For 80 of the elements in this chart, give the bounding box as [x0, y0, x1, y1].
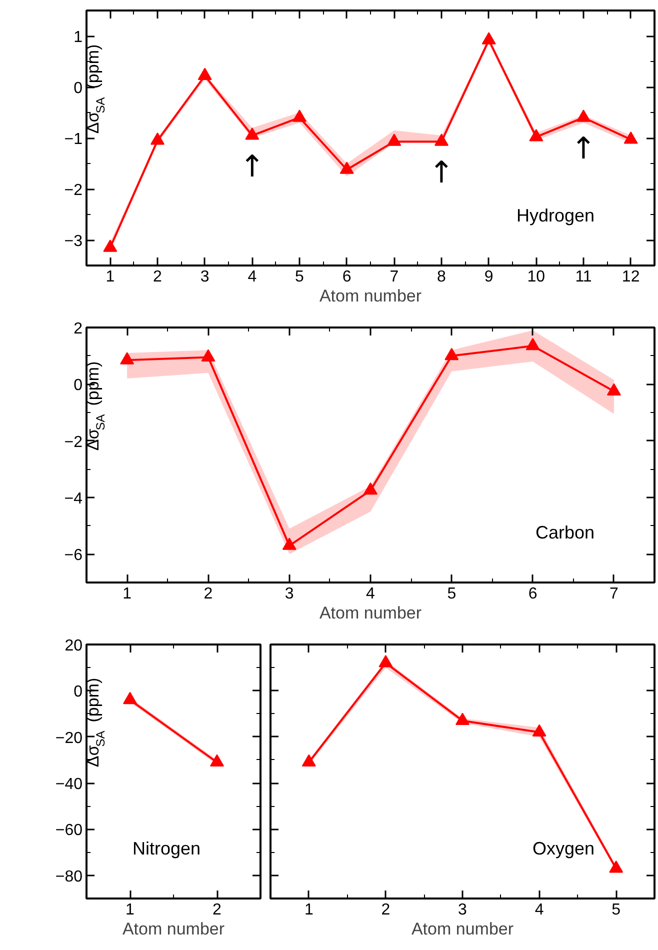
- x-tick-label: 1: [304, 902, 314, 918]
- x-axis-title: Atom number: [319, 286, 422, 306]
- y-tick-label: 20: [64, 638, 83, 654]
- point: [532, 724, 546, 736]
- x-tick-label: 10: [527, 268, 546, 286]
- x-tick-label: 1: [106, 268, 115, 286]
- y-axis-title: ΔσSA (ppm): [84, 44, 108, 134]
- y-tick-label: −3: [64, 233, 83, 250]
- x-tick-label: 7: [390, 268, 399, 286]
- x-tick-label: 4: [534, 902, 544, 918]
- x-tick-label: 12: [622, 268, 640, 286]
- x-tick-label: 6: [342, 268, 352, 286]
- point: [444, 348, 459, 360]
- point: [282, 538, 296, 550]
- x-tick-label: 4: [248, 268, 257, 286]
- y-tick-label: −2: [64, 182, 83, 199]
- y-axis-title: ΔσSA (ppm): [84, 361, 108, 451]
- y-tick-label: −20: [55, 730, 83, 747]
- x-tick-label: 3: [284, 586, 294, 602]
- point: [576, 110, 590, 122]
- point: [529, 128, 544, 142]
- point: [387, 134, 402, 146]
- x-axis-title: Atom number: [411, 920, 514, 938]
- point: [292, 110, 306, 122]
- point: [482, 32, 496, 44]
- x-tick-label: 5: [612, 902, 621, 918]
- x-tick-label: 3: [200, 268, 210, 286]
- annotation: Hydrogen: [516, 206, 594, 226]
- point: [526, 338, 540, 350]
- x-tick-label: 6: [528, 586, 538, 602]
- annotation: ↑: [428, 156, 454, 191]
- x-tick-label: 8: [437, 268, 446, 286]
- point: [198, 68, 212, 80]
- x-tick-label: 3: [458, 902, 468, 918]
- annotation: ↑: [570, 132, 596, 167]
- x-tick-label: 11: [575, 268, 592, 286]
- point: [378, 654, 393, 668]
- x-tick-label: 1: [126, 902, 135, 918]
- x-tick-label: 2: [204, 586, 213, 602]
- x-tick-label: 2: [212, 902, 222, 918]
- point: [150, 132, 164, 145]
- y-tick-label: −40: [55, 776, 83, 794]
- x-axis-title: Atom number: [122, 920, 225, 938]
- y-tick-label: −6: [64, 547, 83, 564]
- annotation: Carbon: [535, 522, 595, 542]
- y-tick-label: 0: [74, 684, 83, 701]
- point: [302, 754, 316, 767]
- x-tick-label: 5: [447, 586, 456, 602]
- point: [340, 162, 354, 174]
- point: [103, 240, 118, 252]
- point: [606, 383, 621, 396]
- point: [434, 134, 448, 146]
- point: [364, 482, 378, 495]
- x-tick-label: 2: [381, 902, 390, 918]
- point: [201, 349, 216, 362]
- x-tick-label: 5: [295, 268, 304, 286]
- y-tick-label: 0: [74, 80, 83, 97]
- x-tick-label: 2: [153, 268, 162, 286]
- point: [609, 860, 624, 873]
- y-tick-label: 2: [74, 320, 83, 338]
- point: [456, 712, 470, 725]
- x-tick-label: 1: [122, 586, 132, 602]
- x-tick-label: 4: [366, 586, 376, 602]
- x-axis-title: Atom number: [319, 604, 422, 622]
- y-tick-label: −1: [64, 131, 83, 148]
- y-tick-label: 0: [74, 377, 83, 394]
- y-tick-label: −2: [64, 434, 83, 451]
- point: [245, 127, 260, 140]
- y-tick-label: −60: [55, 822, 83, 840]
- annotation: Oxygen: [532, 838, 595, 858]
- y-tick-label: −4: [64, 490, 83, 508]
- y-axis-title: ΔσSA (ppm): [84, 678, 108, 768]
- x-tick-label: 9: [484, 268, 494, 286]
- x-tick-label: 7: [609, 586, 618, 602]
- annotation: ↑: [240, 149, 265, 184]
- point: [120, 352, 134, 364]
- annotation: Nitrogen: [132, 838, 201, 858]
- point: [624, 132, 638, 144]
- y-tick-label: 1: [74, 29, 83, 46]
- y-tick-label: −80: [55, 868, 83, 886]
